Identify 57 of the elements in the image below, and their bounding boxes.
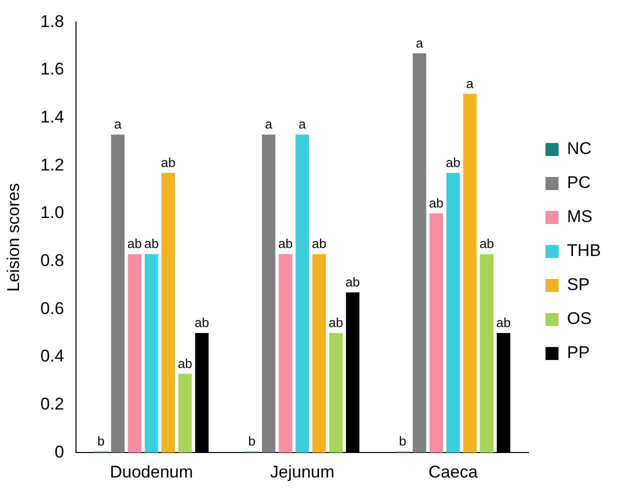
bar: [412, 53, 426, 453]
y-tick-label: 1.0: [40, 203, 64, 222]
y-tick-label: 0.4: [40, 346, 64, 366]
bar: [144, 254, 158, 453]
x-tick-label: Caeca: [428, 462, 478, 482]
x-tick-label: Duodenum: [110, 462, 194, 482]
y-axis-title: Leision scores: [4, 183, 23, 292]
legend-label: PP: [567, 343, 590, 362]
y-tick-label: 1.6: [40, 60, 64, 79]
bar: [329, 333, 343, 453]
y-tick-label: 0.6: [40, 298, 64, 318]
data-label: ab: [328, 315, 344, 330]
legend-label: THB: [567, 241, 601, 260]
bar: [178, 374, 192, 453]
data-label: b: [248, 434, 256, 449]
data-label: ab: [496, 315, 511, 330]
y-tick-label: 0: [54, 442, 64, 462]
bar: [162, 172, 175, 453]
legend-label: NC: [567, 139, 592, 158]
bar: [128, 254, 142, 453]
legend-label: MS: [567, 207, 592, 226]
data-label: a: [265, 116, 274, 132]
data-label: b: [97, 434, 105, 449]
data-label: a: [416, 35, 424, 50]
legend-label: OS: [567, 309, 592, 328]
data-label: a: [298, 116, 307, 132]
x-tick-label: Jejunum: [270, 462, 334, 482]
y-tick-label: 1.4: [40, 108, 64, 127]
bar: [111, 134, 125, 453]
data-label: b: [399, 434, 406, 449]
data-label: ab: [345, 274, 360, 290]
bar: [278, 254, 292, 453]
bar: [446, 172, 460, 453]
data-label: ab: [479, 236, 494, 252]
legend-label: SP: [567, 275, 590, 294]
y-tick-label: 0.2: [40, 394, 64, 414]
y-tick-label: 1.8: [40, 12, 64, 31]
y-tick-label: 0.8: [40, 251, 64, 270]
data-label: ab: [429, 196, 444, 211]
y-tick-label: 1.2: [40, 155, 64, 174]
data-label: ab: [161, 154, 176, 170]
bar: [312, 254, 326, 453]
bar: [262, 134, 276, 453]
data-label: ab: [127, 236, 142, 252]
data-label: ab: [144, 236, 159, 252]
bar: [463, 94, 477, 453]
data-label: a: [114, 116, 122, 132]
legend-label: PC: [567, 173, 591, 192]
bar: [480, 254, 494, 453]
data-label: ab: [278, 236, 293, 252]
bar: [430, 213, 444, 453]
data-label: ab: [178, 356, 192, 371]
data-label: a: [466, 76, 474, 92]
data-label: ab: [446, 154, 460, 170]
data-label: ab: [194, 315, 210, 330]
data-label: ab: [312, 236, 326, 252]
bar: [296, 134, 309, 453]
